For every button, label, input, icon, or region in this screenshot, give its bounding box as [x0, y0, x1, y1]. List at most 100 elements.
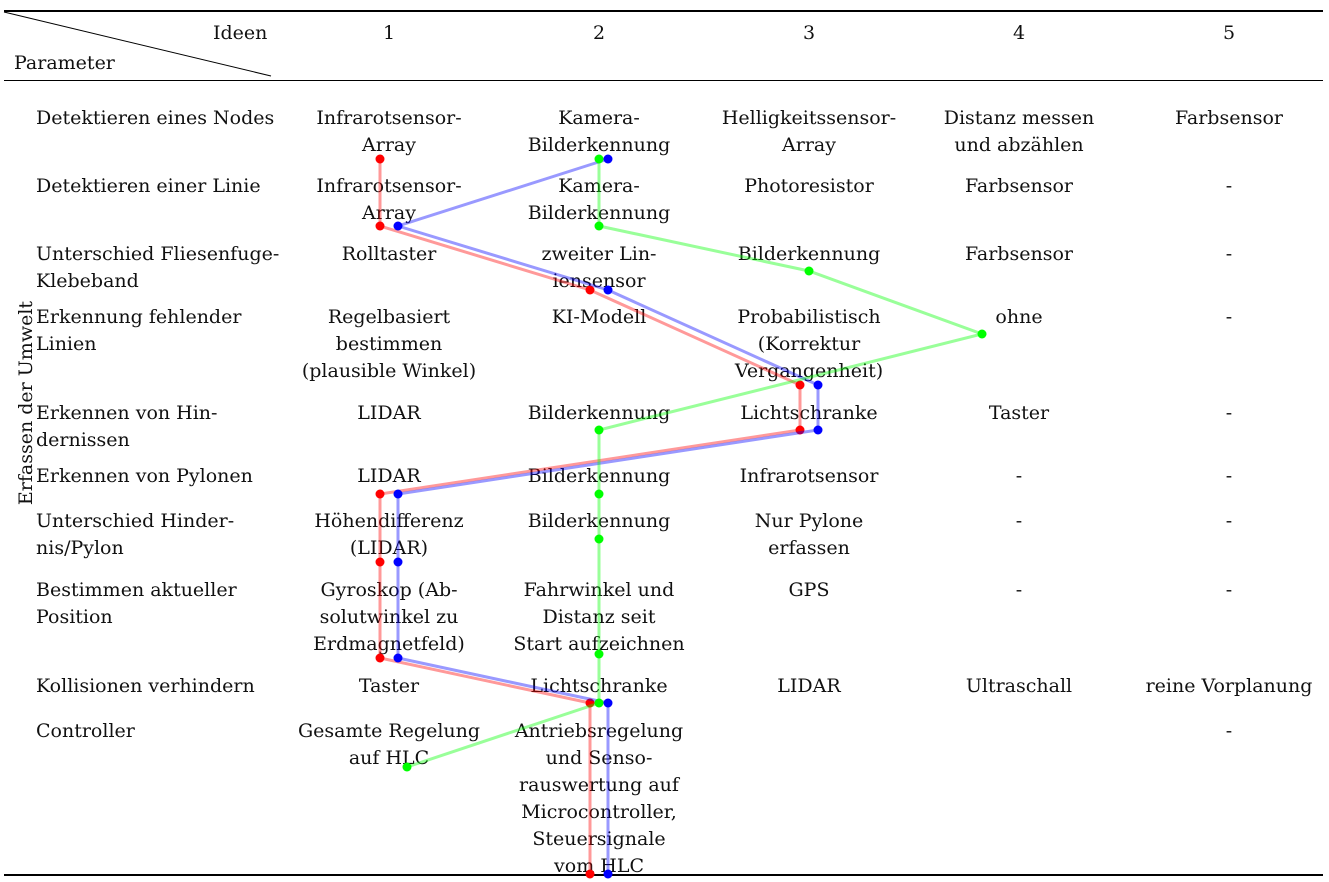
- combination-2-dot-row-1: [603, 154, 613, 164]
- row-4-idea-3-cell: Vergangenheit): [734, 360, 884, 382]
- combination-2-dot-row-10: [603, 869, 613, 879]
- row-3-parameter: Unterschied Fliesenfuge-: [36, 243, 280, 265]
- row-6-idea-2-cell: Bilderkennung: [527, 465, 671, 487]
- row-1-idea-1-cell: Array: [362, 134, 416, 156]
- combination-2-dot-row-6: [393, 489, 403, 499]
- row-9-idea-5-cell: reine Vorplanung: [1145, 675, 1313, 697]
- table-bottom-rule: [4, 874, 1323, 876]
- row-7-idea-5-cell: -: [1225, 510, 1233, 532]
- row-4-idea-5-cell: -: [1225, 306, 1233, 328]
- combination-1-dot-row-10: [585, 869, 595, 879]
- row-2-parameter: Detektieren einer Linie: [36, 175, 261, 197]
- row-8-idea-2-cell: Fahrwinkel und: [523, 579, 675, 601]
- header-idea-1: 1: [382, 22, 396, 44]
- row-7-idea-1-cell: (LIDAR): [349, 537, 429, 559]
- row-2-idea-1-cell: Array: [362, 202, 416, 224]
- row-1-idea-3-cell: Helligkeitssensor-: [721, 107, 897, 129]
- row-7-idea-3-cell: Nur Pylone: [754, 510, 864, 532]
- row-5-parameter: dernissen: [36, 429, 130, 451]
- row-6-idea-3-cell: Infrarotsensor: [739, 465, 879, 487]
- row-2-idea-3-cell: Photoresistor: [744, 175, 874, 197]
- combination-1-dot-row-5: [795, 425, 805, 435]
- row-3-idea-2-cell: iensensor: [552, 270, 646, 292]
- combination-1-dot-row-7: [375, 557, 385, 567]
- combination-3-dot-row-2: [594, 221, 604, 231]
- row-10-idea-5-cell: -: [1225, 720, 1233, 742]
- row-8-idea-3-cell: GPS: [788, 579, 830, 601]
- row-3-idea-5-cell: -: [1225, 243, 1233, 265]
- combination-1-dot-row-4: [795, 380, 805, 390]
- combination-1-dot-row-8: [375, 653, 385, 663]
- row-9-parameter: Kollisionen verhindern: [36, 675, 255, 697]
- combination-1-dot-row-2: [375, 221, 385, 231]
- row-7-parameter: nis/Pylon: [36, 537, 124, 559]
- row-10-idea-2-cell: Antriebsregelung: [514, 720, 684, 742]
- row-1-parameter: Detektieren eines Nodes: [36, 107, 275, 129]
- row-9-idea-1-cell: Taster: [358, 675, 420, 697]
- combination-line-2: [392, 157, 820, 874]
- row-1-idea-2-cell: Bilderkennung: [527, 134, 671, 156]
- row-2-idea-2-cell: Bilderkennung: [527, 202, 671, 224]
- combination-2-dot-row-4: [813, 380, 823, 390]
- row-5-idea-4-cell: Taster: [988, 402, 1050, 424]
- row-7-idea-4-cell: -: [1015, 510, 1023, 532]
- row-8-parameter: Bestimmen aktueller: [36, 579, 237, 601]
- combination-3-dot-row-7: [594, 534, 604, 544]
- combination-1-dot-row-3: [585, 285, 595, 295]
- row-3-idea-1-cell: Rolltaster: [341, 243, 437, 265]
- header-idea-3: 3: [802, 22, 816, 44]
- row-4-idea-2-cell: KI-Modell: [551, 306, 647, 328]
- row-6-idea-4-cell: -: [1015, 465, 1023, 487]
- combination-2-dot-row-3: [603, 285, 613, 295]
- combination-1-dot-row-6: [375, 489, 385, 499]
- combination-1-dot-row-9: [585, 698, 595, 708]
- combination-line-3: [406, 159, 988, 769]
- header-idea-4: 4: [1012, 22, 1026, 44]
- row-9-idea-3-cell: LIDAR: [777, 675, 841, 697]
- row-1-idea-4-cell: und abzählen: [954, 134, 1084, 156]
- row-3-idea-4-cell: Farbsensor: [965, 243, 1073, 265]
- combination-2-dot-row-8: [393, 653, 403, 663]
- row-10-idea-2-cell: Microcontroller,: [521, 801, 677, 823]
- row-10-idea-2-cell: vom HLC: [554, 855, 644, 877]
- combination-3-dot-row-1: [594, 154, 604, 164]
- row-8-idea-1-cell: Gyroskop (Ab-: [320, 579, 458, 601]
- row-1-idea-1-cell: Infrarotsensor-: [316, 107, 462, 129]
- row-4-parameter: Linien: [36, 333, 97, 355]
- row-8-idea-1-cell: Erdmagnetfeld): [313, 633, 465, 655]
- row-3-idea-2-cell: zweiter Lin-: [541, 243, 657, 265]
- row-5-idea-1-cell: LIDAR: [357, 402, 421, 424]
- row-3-parameter: Klebeband: [36, 270, 139, 292]
- corner-diagonal: [3, 11, 272, 77]
- row-9-idea-2-cell: Lichtschranke: [530, 675, 668, 697]
- header-ideas-label: Ideen: [213, 22, 268, 44]
- row-1-idea-3-cell: Array: [782, 134, 836, 156]
- row-6-parameter: Erkennen von Pylonen: [36, 465, 253, 487]
- row-2-idea-5-cell: -: [1225, 175, 1233, 197]
- row-10-idea-2-cell: Steuersignale: [532, 828, 666, 850]
- combination-3-dot-row-8: [594, 649, 604, 659]
- combination-2-dot-row-5: [813, 425, 823, 435]
- row-10-parameter: Controller: [36, 720, 135, 742]
- row-4-idea-3-cell: Probabilistisch: [737, 306, 881, 328]
- combination-2-dot-row-7: [393, 557, 403, 567]
- table-top-rule: [4, 10, 1323, 12]
- row-7-idea-3-cell: erfassen: [768, 537, 850, 559]
- combination-3-dot-row-3: [804, 266, 814, 276]
- row-5-parameter: Erkennen von Hin-: [36, 402, 218, 424]
- row-9-idea-4-cell: Ultraschall: [965, 675, 1073, 697]
- row-7-idea-1-cell: Höhendifferenz: [314, 510, 464, 532]
- row-8-idea-2-cell: Start aufzeichnen: [513, 633, 685, 655]
- row-1-idea-4-cell: Distanz messen: [943, 107, 1095, 129]
- row-8-parameter: Position: [36, 606, 113, 628]
- combination-line-1: [378, 159, 802, 874]
- combination-3-dot-row-4: [977, 329, 987, 339]
- row-5-idea-5-cell: -: [1225, 402, 1233, 424]
- combination-2-dot-row-2: [393, 221, 403, 231]
- row-2-idea-4-cell: Farbsensor: [965, 175, 1073, 197]
- row-7-parameter: Unterschied Hinder-: [36, 510, 235, 532]
- row-5-idea-3-cell: Lichtschranke: [740, 402, 878, 424]
- row-6-idea-1-cell: LIDAR: [357, 465, 421, 487]
- row-8-idea-1-cell: solutwinkel zu: [319, 606, 459, 628]
